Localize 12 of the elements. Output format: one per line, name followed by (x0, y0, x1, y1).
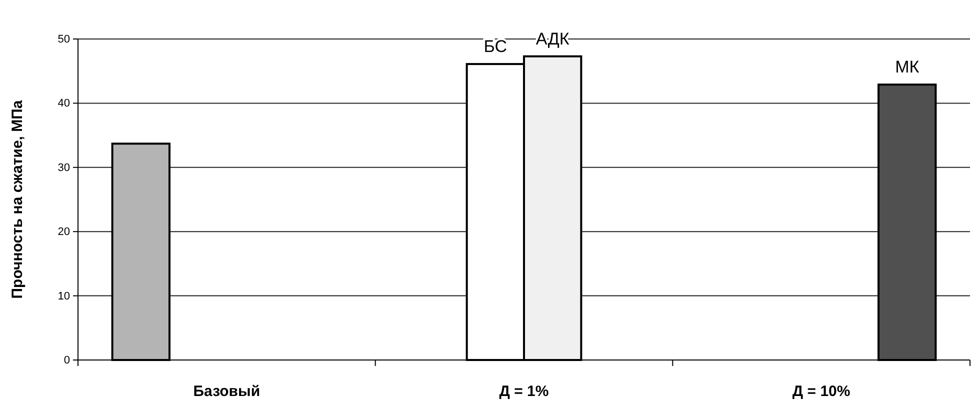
x-tick-label: Д = 1% (499, 383, 549, 400)
y-tick-label: 20 (58, 226, 70, 238)
series-label: БС (484, 37, 508, 56)
y-tick-label: 10 (58, 290, 70, 302)
series-label: МК (895, 58, 920, 77)
y-tick-label: 30 (58, 162, 70, 174)
y-tick-label: 40 (58, 98, 70, 110)
y-tick-label: 0 (64, 354, 70, 367)
y-axis-title: Прочность на сжатие, МПа (9, 100, 26, 299)
x-tick-label: Базовый (193, 383, 260, 400)
x-tick-label: Д = 10% (792, 383, 850, 400)
y-tick-label: 50 (58, 34, 70, 46)
